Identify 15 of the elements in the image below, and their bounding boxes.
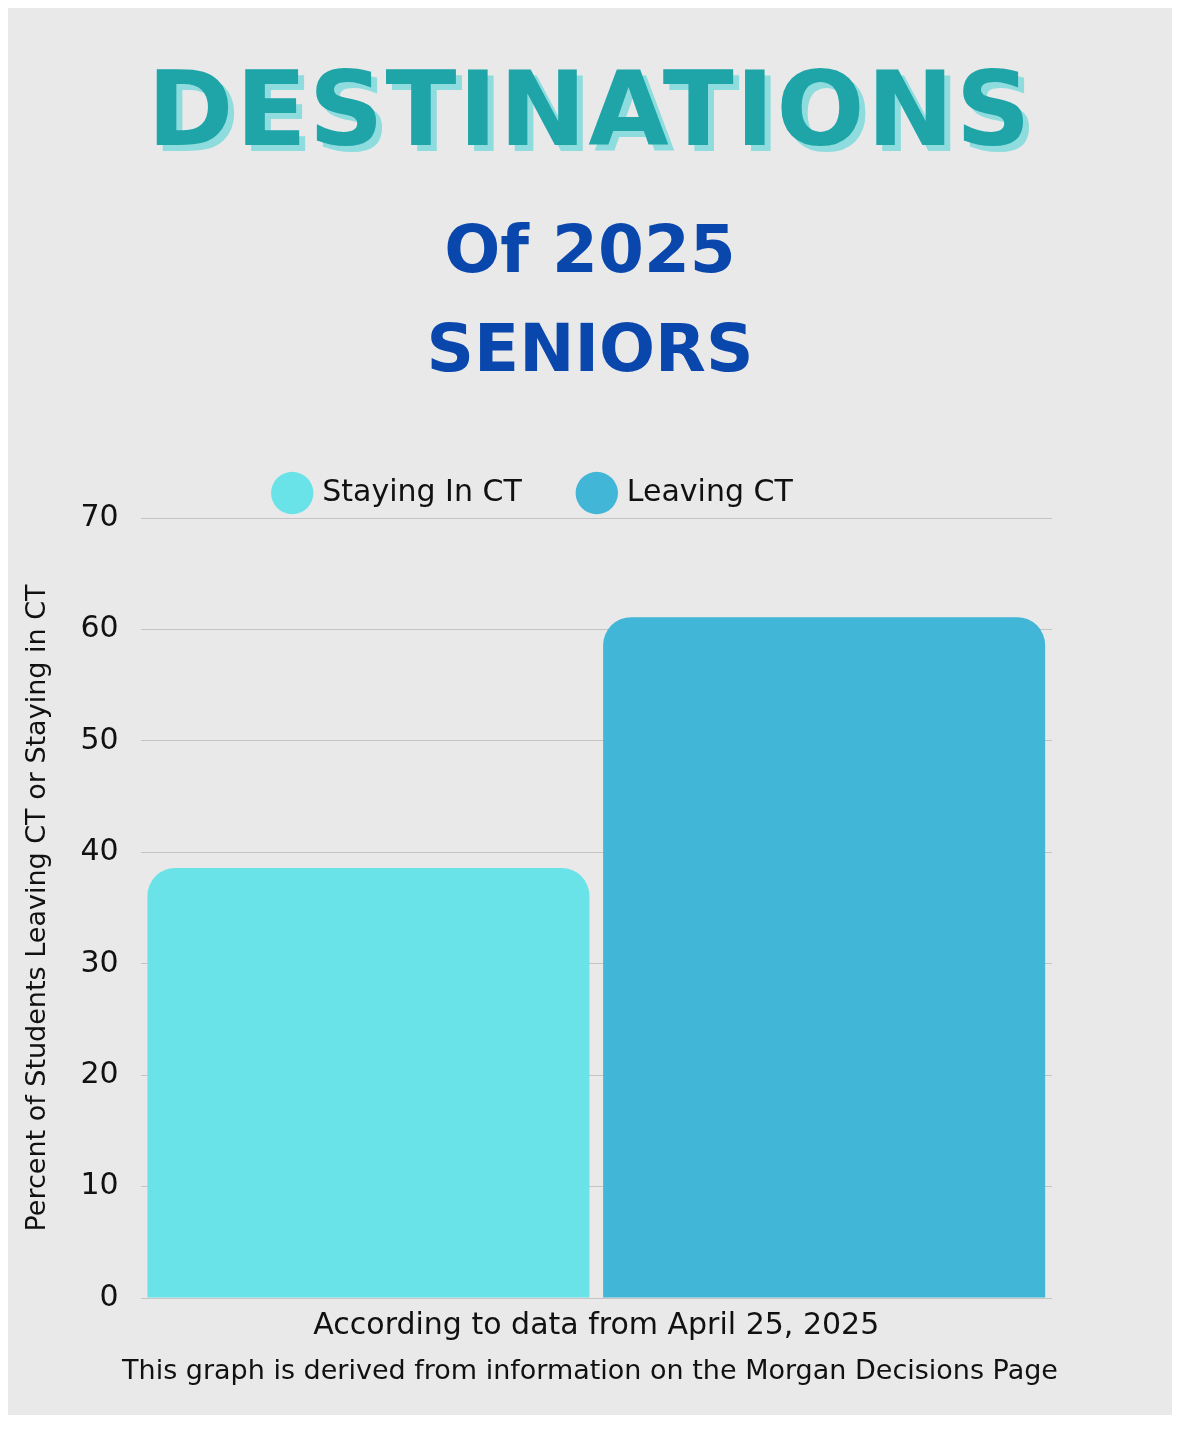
y-axis-title: Percent of Students Leaving CT or Staying in CT <box>20 583 52 1232</box>
y-tick-label: 70 <box>80 497 119 533</box>
chart-subtitle: Of 2025 SENIORS <box>425 210 755 389</box>
y-tick-label: 20 <box>80 1054 119 1090</box>
legend-label: Staying In CT <box>322 472 523 508</box>
y-tick-label: 50 <box>80 720 119 756</box>
chart-title: DESTINATIONS <box>146 47 1034 170</box>
y-tick-label: 0 <box>99 1277 119 1313</box>
text: This graph is derived from information on the Morgan Decisions Page <box>121 1354 1059 1385</box>
y-tick-label: 40 <box>80 832 119 868</box>
x-axis-title: According to data from April 25, 2025 <box>313 1305 880 1341</box>
legend-label: Leaving CT <box>626 472 794 508</box>
y-tick-label: 10 <box>80 1166 119 1202</box>
y-tick-label: 60 <box>80 609 119 645</box>
y-tick-label: 30 <box>80 943 119 979</box>
